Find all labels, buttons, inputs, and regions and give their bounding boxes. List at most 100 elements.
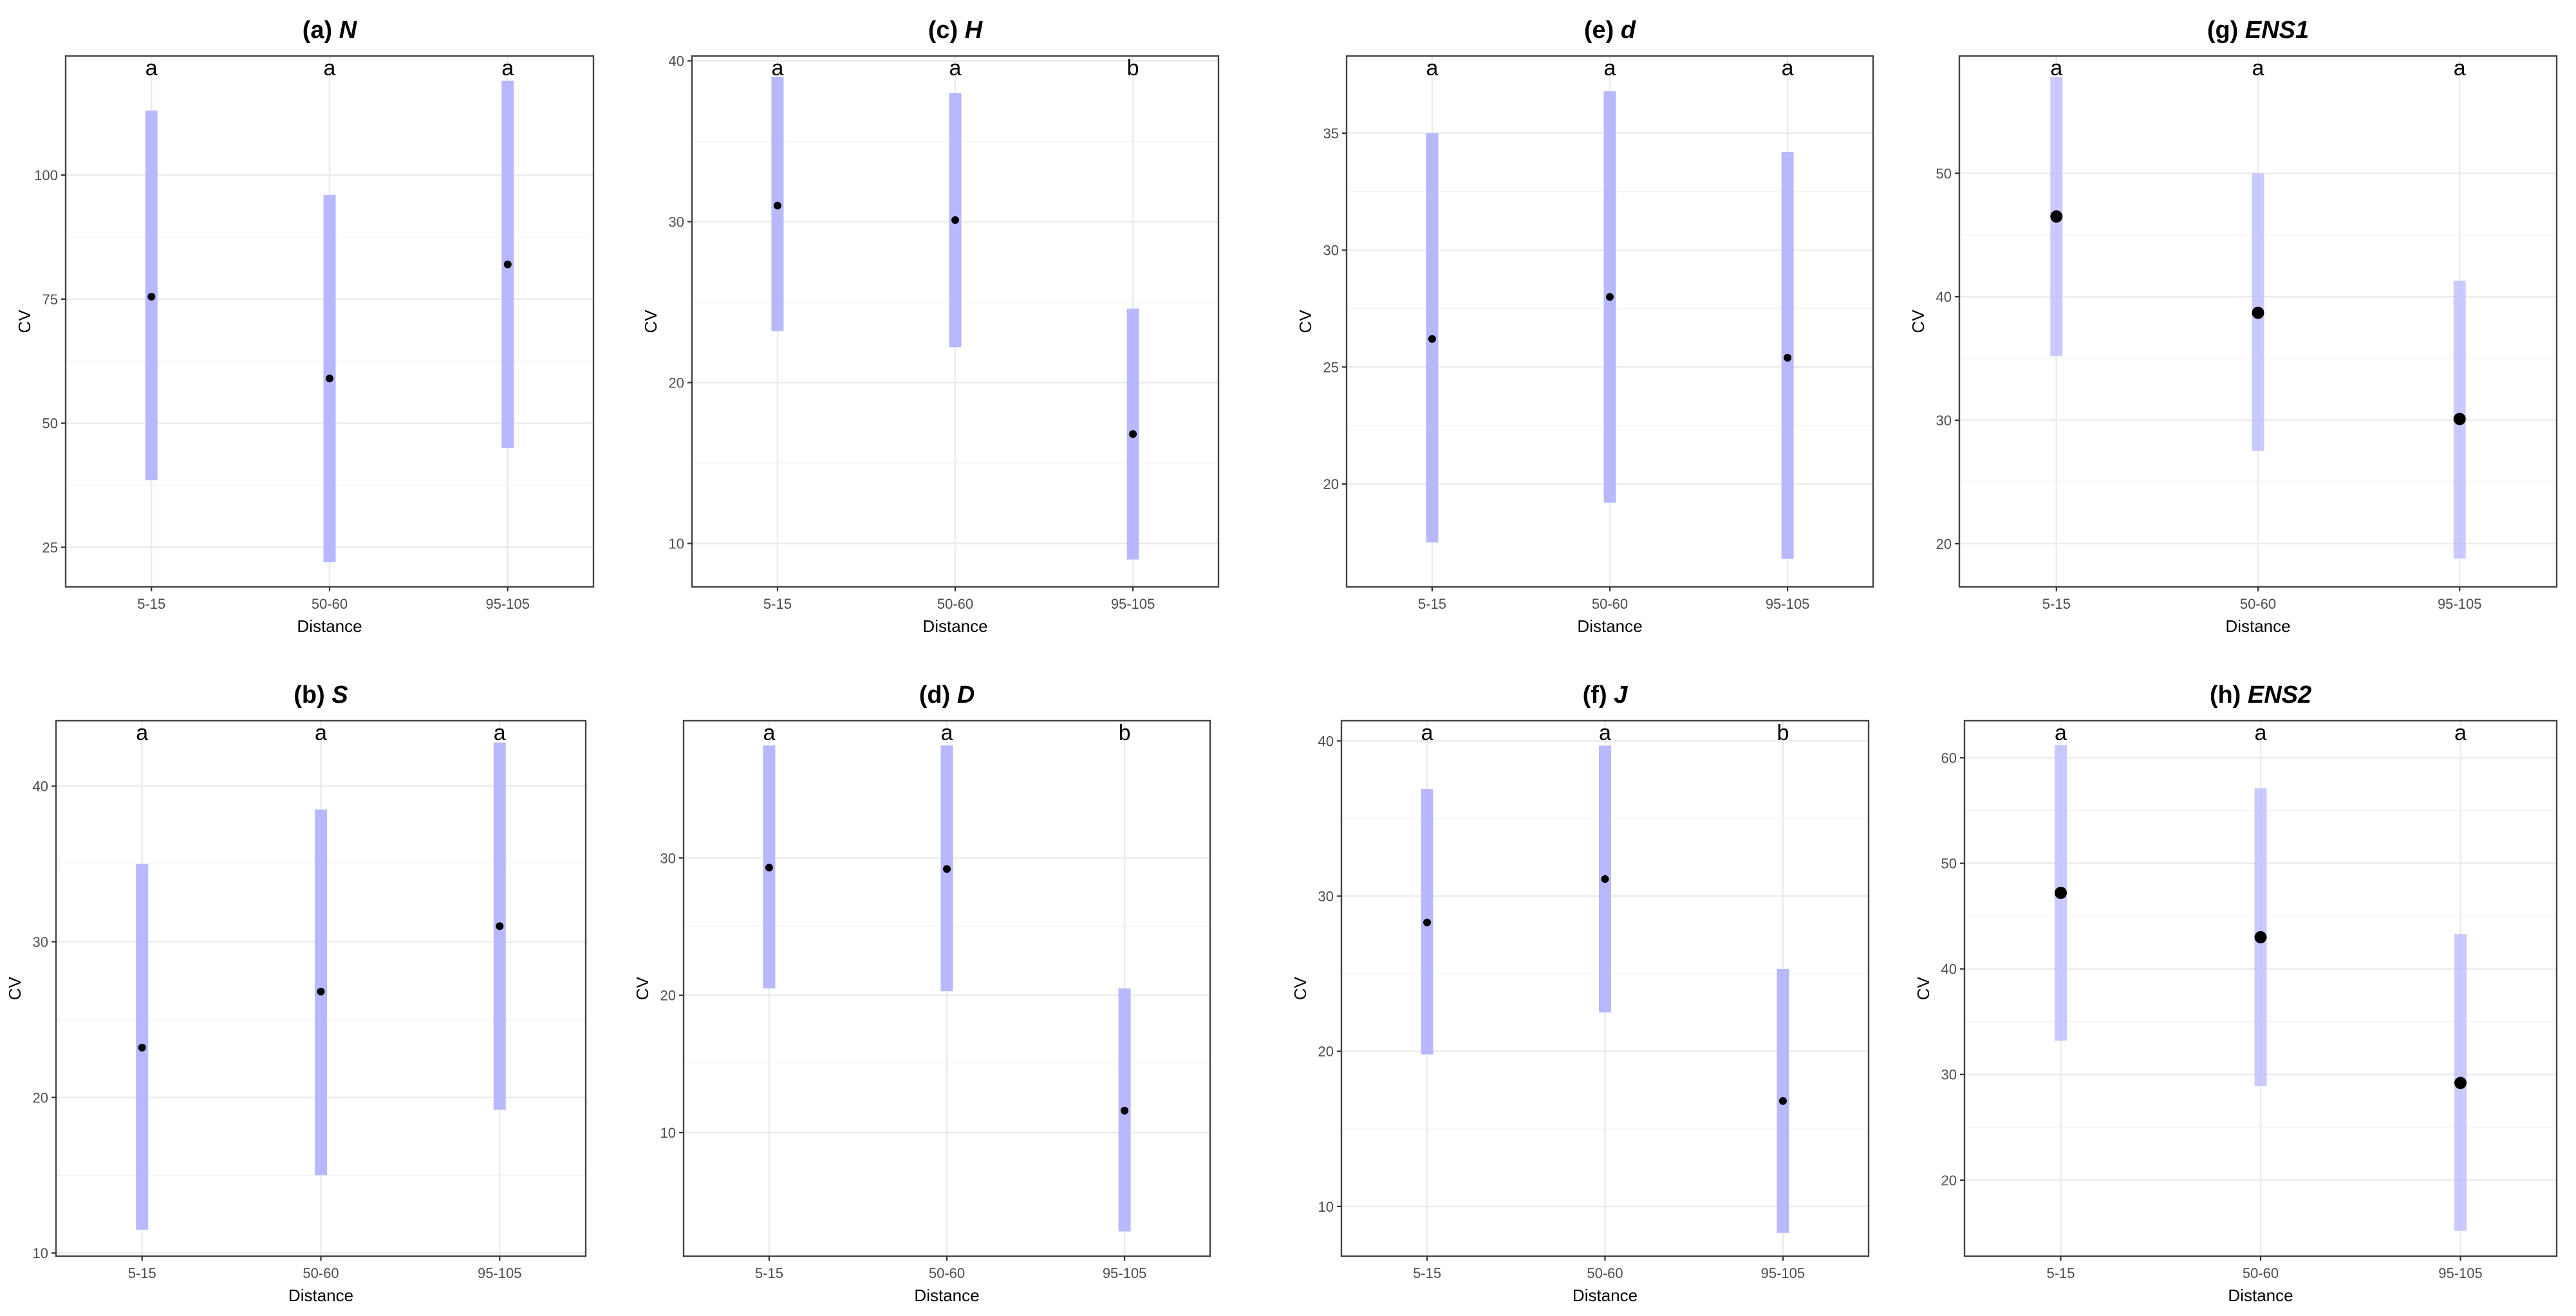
mean-point [951,216,959,224]
x-tick-label: 50-60 [2243,1265,2279,1281]
significance-letter: a [1426,56,1438,80]
x-tick-label: 5-15 [2042,596,2071,612]
y-tick-label: 40 [1941,961,1957,978]
panel-h: a a a 20 30 40 50 60 5-15 50-60 95-105 Distance CV (h… [1914,681,2558,1305]
panel-title: (g) ENS1 [2207,17,2309,44]
y-tick-label: 100 [34,167,58,183]
x-tick-label: 5-15 [128,1265,156,1281]
x-tick-label: 5-15 [137,596,165,612]
y-tick-label: 10 [669,536,684,552]
panel-title-label: (d) [919,681,957,709]
panel-title: (f) J [1583,681,1629,709]
y-axis-title: CV [15,310,34,333]
significance-letter: a [1421,721,1433,745]
mean-point [765,864,773,872]
panel-title-variable: ENS2 [2248,681,2311,709]
x-axis-title: Distance [297,616,362,636]
x-tick-label: 5-15 [2046,1265,2075,1281]
panel-e: a a a 20 25 30 35 5-15 50-60 95-105 Distance CV (e) … [1296,17,1874,636]
y-tick-label: 50 [1941,856,1957,872]
panel-title-label: (b) [294,681,331,709]
y-axis-title: CV [1914,976,1933,1000]
y-tick-label: 30 [1936,412,1952,429]
significance-letter: a [136,721,148,745]
mean-point [138,1043,146,1052]
panel-title-label: (e) [1584,17,1621,44]
x-axis-title: Distance [288,1286,353,1305]
panel-title: (b) S [294,681,348,709]
y-tick-label: 20 [1323,476,1339,492]
x-tick-label: 5-15 [1413,1265,1441,1281]
mean-point [1428,335,1436,343]
x-tick-label: 5-15 [755,1265,783,1281]
x-axis-title: Distance [922,616,987,636]
panel-f: a a b 10 20 30 40 5-15 50-60 95-105 Distance CV (f) … [1291,681,1870,1305]
significance-letter: a [315,721,327,745]
significance-letter: a [494,721,506,745]
x-tick-label: 50-60 [312,596,348,612]
panel-title-variable: H [965,17,984,44]
x-tick-label: 50-60 [929,1265,965,1281]
y-tick-label: 10 [1318,1199,1334,1215]
mean-point [2252,306,2264,319]
x-axis-title: Distance [1577,616,1642,636]
y-tick-label: 30 [669,214,684,230]
mean-point [326,375,333,383]
y-tick-label: 25 [1323,359,1339,375]
mean-point [1606,293,1614,301]
x-tick-label: 95-105 [2438,1265,2483,1281]
panel-title: (c) H [928,17,984,44]
x-tick-label: 95-105 [2438,596,2482,612]
y-tick-label: 20 [1941,1172,1957,1189]
y-tick-label: 75 [42,292,58,308]
y-tick-label: 10 [660,1125,676,1141]
x-axis-title: Distance [1573,1286,1638,1305]
significance-letter: a [941,721,953,745]
y-tick-label: 30 [33,934,48,950]
mean-point [2454,1077,2467,1089]
x-axis-title: Distance [2225,616,2290,636]
y-tick-label: 50 [1936,165,1952,181]
x-tick-label: 95-105 [478,1265,522,1281]
significance-letter: a [2454,56,2466,80]
significance-letter: a [763,721,775,745]
panel-d: a a b 10 20 30 5-15 50-60 95-105 Distance CV (d) D [633,681,1211,1305]
significance-letter: a [2454,721,2467,745]
x-tick-label: 50-60 [937,596,973,612]
x-tick-label: 95-105 [1111,596,1155,612]
significance-letter: b [1127,56,1139,80]
y-tick-label: 40 [669,53,684,70]
y-tick-label: 60 [1941,750,1957,766]
x-tick-label: 95-105 [485,596,530,612]
panel-title-variable: S [331,681,348,709]
significance-letter: a [2050,56,2062,80]
mean-point [2050,210,2063,223]
y-axis-title: CV [5,976,24,1000]
significance-letter: b [1777,721,1789,745]
x-tick-label: 5-15 [1418,596,1446,612]
significance-letter: a [1604,56,1616,80]
panel-g: a a a 20 30 40 50 5-15 50-60 95-105 Distance CV (g) … [1909,17,2558,636]
mean-point [1778,1097,1787,1105]
significance-letter: a [324,56,336,80]
x-tick-label: 5-15 [763,596,792,612]
y-tick-label: 30 [1941,1067,1957,1083]
panel-title: (d) D [919,681,975,709]
y-tick-label: 20 [1936,536,1952,552]
y-axis-title: CV [633,976,652,1000]
y-tick-label: 50 [42,416,58,432]
panel-c: a a b 10 20 30 40 5-15 50-60 95-105 Distance CV (c) … [641,17,1220,636]
x-tick-label: 50-60 [303,1265,339,1281]
x-tick-label: 50-60 [1592,596,1628,612]
mean-point [1423,918,1432,927]
panel-title-label: (f) [1583,681,1614,709]
y-tick-label: 30 [1323,243,1339,259]
mean-point [2254,931,2267,943]
mean-point [147,292,156,301]
panel-title: (h) ENS2 [2210,681,2311,709]
significance-letter: a [2055,721,2067,745]
significance-letter: a [1782,56,1794,80]
panel-title: (e) d [1584,17,1636,44]
y-tick-label: 20 [33,1089,48,1106]
x-tick-label: 50-60 [1587,1265,1623,1281]
